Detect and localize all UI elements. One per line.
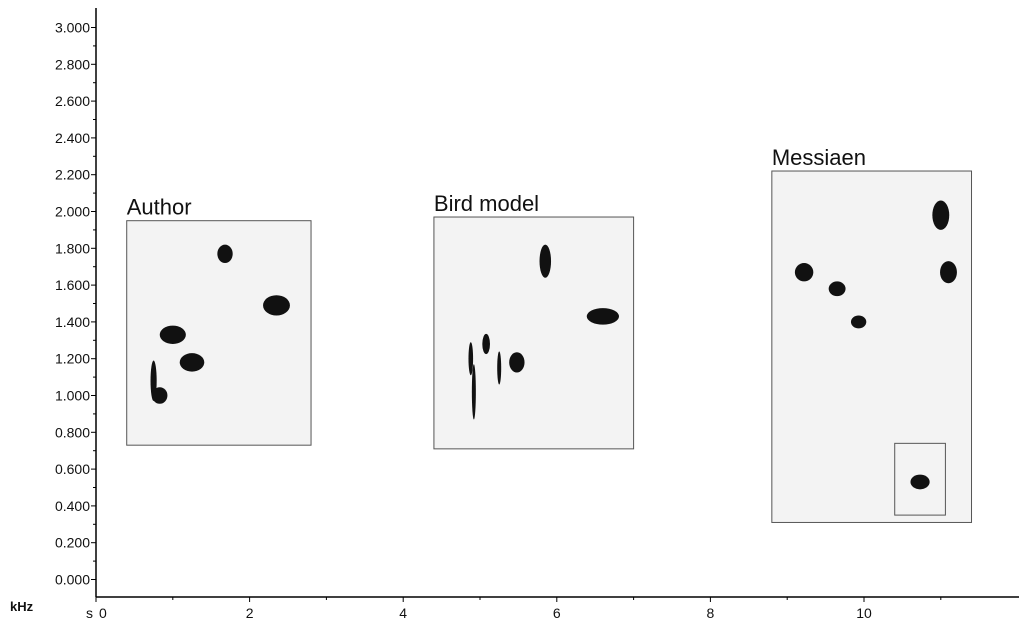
y-tick-label: 1.800	[55, 240, 90, 256]
note-blob	[217, 244, 233, 264]
y-tick-label: 0.000	[55, 572, 90, 588]
group-messiaen: Messiaen	[771, 145, 973, 523]
y-tick-label: 1.400	[55, 314, 90, 330]
y-tick-label: 2.800	[55, 56, 90, 72]
groups-layer: Author Bird model Messiaen	[126, 145, 973, 523]
note-blob	[910, 474, 930, 490]
note-blob	[471, 364, 476, 420]
y-tick-label: 2.400	[55, 130, 90, 146]
x-tick-label: 6	[553, 605, 561, 621]
note-blob	[940, 261, 957, 284]
y-tick-label: 3.000	[55, 20, 90, 36]
note-blob	[152, 387, 168, 404]
note-blob	[468, 342, 474, 376]
x-tick-label: 4	[399, 605, 407, 621]
group-author: Author	[126, 195, 312, 446]
group-bird-model: Bird model	[433, 191, 635, 450]
note-blob	[794, 263, 814, 282]
x-tick-label: 2	[246, 605, 254, 621]
group-label: Author	[127, 195, 192, 220]
y-tick-label: 1.000	[55, 388, 90, 404]
ticks-layer: 0.000 0.200 0.400 0.600 0.800 1.000 1.200 1.400…	[55, 20, 942, 621]
note-blob	[586, 308, 620, 325]
y-tick-label: 1.600	[55, 277, 90, 293]
y-tick-label: 2.000	[55, 204, 90, 220]
y-tick-label: 0.200	[55, 535, 90, 551]
x-tick-label: 0	[99, 605, 107, 621]
note-blob	[509, 352, 525, 373]
y-axis-unit-label: kHz	[10, 599, 34, 614]
group-label: Messiaen	[772, 145, 866, 170]
y-tick-label: 0.600	[55, 461, 90, 477]
y-tick-label: 1.200	[55, 351, 90, 367]
group-box	[433, 216, 635, 450]
note-blob	[539, 244, 552, 278]
note-blob	[932, 200, 950, 230]
note-blob	[828, 281, 846, 297]
note-blob	[263, 295, 290, 316]
x-tick-label: 10	[856, 605, 872, 621]
note-blob	[497, 351, 502, 385]
x-axis-unit-label: s	[86, 605, 93, 621]
note-blob	[482, 333, 490, 355]
group-label: Bird model	[434, 191, 539, 216]
note-blob	[850, 315, 867, 329]
y-tick-label: 0.400	[55, 498, 90, 514]
y-tick-label: 2.600	[55, 93, 90, 109]
note-blob	[159, 325, 186, 344]
note-blob	[179, 353, 205, 372]
x-tick-label: 8	[707, 605, 715, 621]
y-tick-label: 0.800	[55, 424, 90, 440]
y-tick-label: 2.200	[55, 167, 90, 183]
